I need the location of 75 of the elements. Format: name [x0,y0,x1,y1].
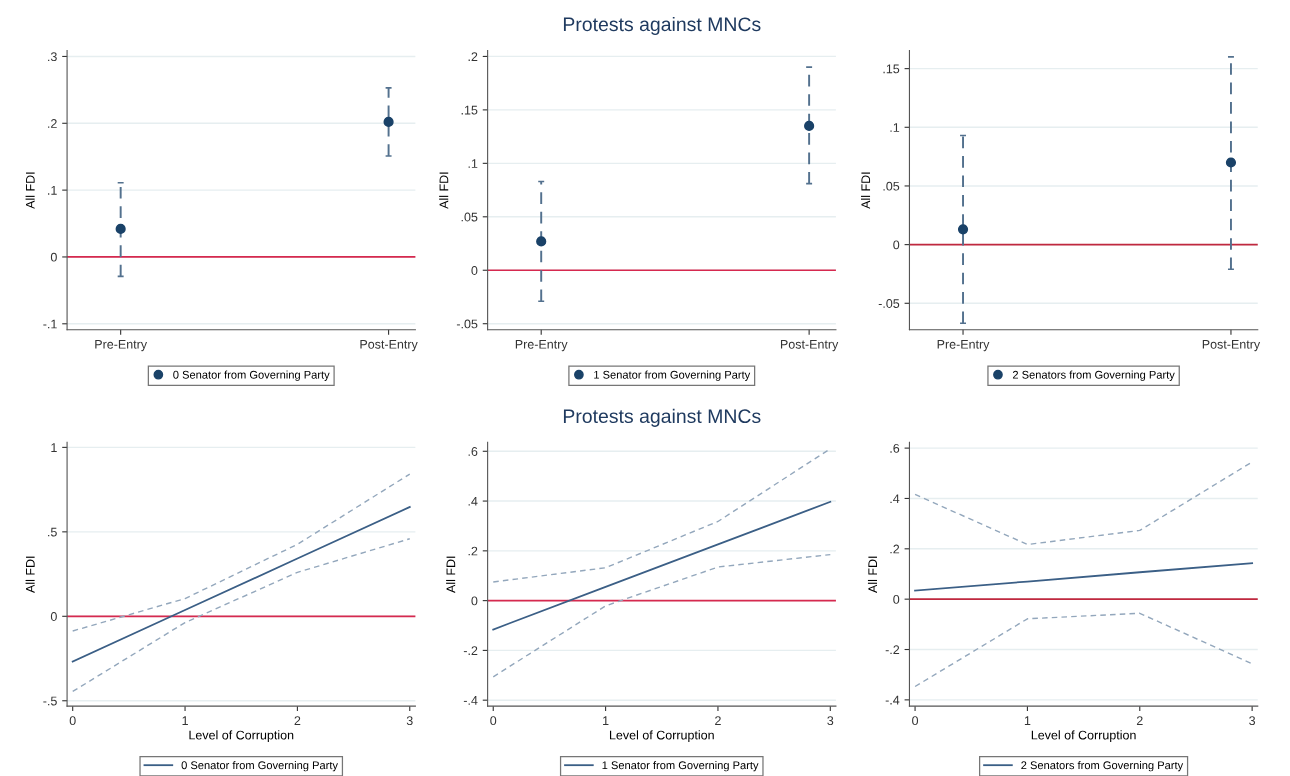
line-series [914,461,1253,546]
x-tick-label: 3 [1249,716,1256,726]
y-tick-label: -.2 [885,645,900,655]
y-tick-label: 0 [893,594,900,604]
y-tick-label: .2 [468,52,478,61]
x-tick-label: Pre-Entry [515,339,568,352]
y-axis-title: All FDI [867,556,877,593]
y-tick-label: .15 [461,105,478,115]
x-tick-label: 3 [827,716,834,726]
y-tick-label: .05 [883,181,900,191]
y-tick-label: 0 [471,266,478,275]
legend-label: 1 Senator from Governing Party [594,370,751,381]
y-tick-label: -.2 [463,646,478,655]
y-tick-label: 0 [50,252,57,262]
x-axis-title: Level of Corruption [189,730,294,742]
y-tick-label: 0 [471,596,478,606]
y-axis-title: All FDI [25,172,35,209]
y-tick-label: .6 [468,447,478,456]
x-tick-label: 1 [182,716,188,725]
line-series [492,500,832,631]
x-tick-label: Post-Entry [360,339,418,352]
y-axis-title: All FDI [446,556,456,593]
legend-label: 0 Senator from Governing Party [173,370,330,381]
y-tick-label: .4 [468,496,478,506]
y-axis-title: All FDI [439,172,449,209]
y-tick-label: .2 [890,544,900,554]
y-tick-label: .6 [890,443,900,453]
x-tick-label: 2 [1136,716,1143,725]
y-tick-label: .2 [468,546,478,556]
x-tick-label: Post-Entry [780,339,839,352]
x-tick-label: 2 [294,716,301,725]
line-series [71,506,411,663]
y-tick-label: -.4 [463,696,478,705]
x-tick-label: 0 [912,716,919,726]
y-axis-title: All FDI [860,172,871,209]
y-tick-label: -.05 [456,319,478,329]
y-tick-label: .5 [48,527,57,537]
y-tick-label: .15 [883,64,900,74]
legend-label: 2 Senators from Governing Party [1021,761,1184,772]
y-axis-title: All FDI [25,556,35,593]
x-tick-label: 0 [490,716,497,726]
legend-label: 1 Senator from Governing Party [602,761,759,772]
y-tick-label: 0 [50,612,57,621]
x-tick-label: 2 [715,716,721,725]
y-tick-label: .4 [890,494,900,503]
line-series [914,612,1253,688]
y-tick-label: 1 [51,443,57,452]
x-tick-label: 1 [603,716,609,725]
chart-title: Protests against MNCs [563,16,761,36]
chart-title: Protests against MNCs [563,408,761,427]
line-series [914,562,1254,592]
x-axis-title: Level of Corruption [609,730,714,742]
x-tick-label: Pre-Entry [95,339,148,352]
y-tick-label: -.5 [43,696,57,706]
y-tick-label: .05 [461,212,478,222]
line-series [492,553,831,678]
x-tick-label: 0 [69,716,76,726]
y-tick-label: -.4 [885,695,900,705]
x-tick-label: 1 [1024,716,1031,725]
line-series [72,538,411,693]
y-tick-label: .1 [48,186,57,195]
x-axis-title: Level of Corruption [1031,730,1136,742]
y-tick-label: -.1 [43,319,57,329]
y-tick-label: .1 [890,123,900,132]
y-tick-label: .2 [48,119,57,128]
legend-label: 2 Senators from Governing Party [1012,370,1175,381]
y-tick-label: .3 [48,52,57,62]
line-series [72,473,411,632]
y-tick-label: -.05 [878,299,900,308]
y-tick-label: 0 [893,240,900,250]
x-tick-label: Pre-Entry [937,339,990,352]
y-tick-label: .1 [468,159,478,168]
x-tick-label: 3 [406,716,413,726]
x-tick-label: Post-Entry [1202,339,1261,352]
legend-label: 0 Senator from Governing Party [181,761,338,772]
